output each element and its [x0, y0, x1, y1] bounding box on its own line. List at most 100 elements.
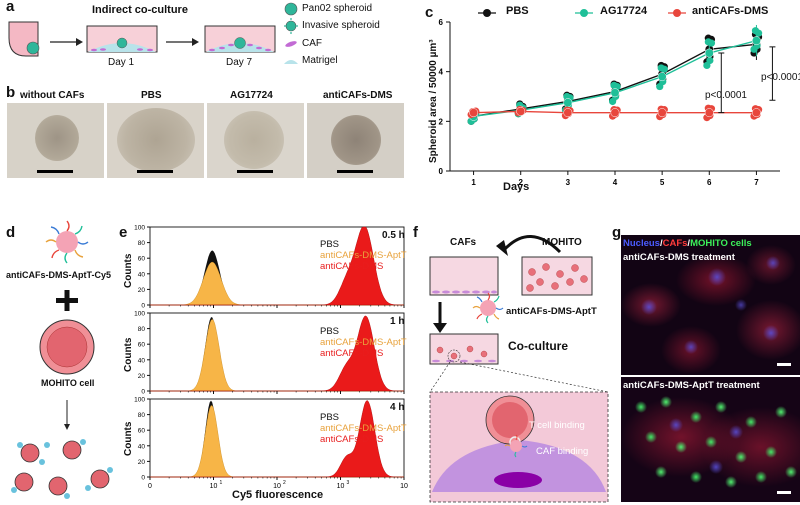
x-tick-label: 6	[707, 178, 712, 187]
x-tick-label: 0	[148, 483, 152, 490]
caption-top: antiCAFs-DMS treatment	[623, 252, 735, 263]
micrograph-anticafs-dms	[307, 103, 404, 178]
mean-point	[657, 108, 667, 118]
legend-cafs: CAFs	[662, 238, 688, 249]
panel-label-b: b	[6, 84, 16, 101]
y-tick-label: 100	[134, 311, 145, 318]
legend-ag17724: AG17724	[600, 5, 648, 17]
chart-legend	[478, 9, 686, 17]
scale-bar	[777, 491, 791, 494]
mean-point	[704, 108, 714, 118]
y-tick-label: 0	[141, 389, 145, 396]
hist1-legend-aptt: antiCAFs-DMS-AptT	[320, 250, 407, 261]
micro-legend: Nucleus/CAFs/MOHITO cells	[623, 238, 752, 249]
y-tick-label: 100	[134, 225, 145, 232]
data-point	[754, 29, 763, 37]
panel-b-label-3: antiCAFs-DMS	[323, 90, 393, 101]
label-nanoparticle: antiCAFs-DMS-AptT	[506, 306, 597, 317]
time-label-3: 4 h	[390, 402, 405, 413]
y-tick-label: 80	[138, 240, 146, 247]
pvalue-annotation-2: p<0.0001	[761, 72, 800, 83]
scale-bar	[137, 170, 173, 173]
series-line-pbs	[473, 43, 757, 118]
sig-bracket-caps-1	[718, 52, 725, 114]
sig-bracket-2	[769, 46, 776, 101]
y-tick-label: 6	[439, 18, 444, 27]
legend-mohito: MOHITO cells	[690, 238, 752, 249]
panel-label-e: e	[119, 224, 128, 241]
mean-point	[704, 48, 714, 58]
x-tick-exponent: 2	[283, 480, 286, 486]
mean-point	[610, 88, 620, 98]
x-tick-label: 2	[518, 178, 523, 187]
y-tick-label: 100	[134, 397, 145, 404]
mean-point	[751, 36, 761, 46]
y-tick-label: 2	[439, 117, 444, 126]
panel-label-a: a	[6, 0, 15, 15]
micrograph-without-cafs	[7, 103, 104, 178]
panel-label-g: g	[612, 224, 622, 241]
legend-invasive: Invasive spheroid	[302, 20, 380, 31]
hist2-legend-aptt: antiCAFs-DMS-AptT	[320, 337, 407, 348]
panel-b-label-2: AG17724	[230, 90, 273, 101]
panel-a-day1: Day 1	[108, 57, 135, 68]
panel-d-schematic	[11, 220, 113, 499]
legend-anticafs-dms: antiCAFs-DMS	[692, 5, 769, 17]
pvalue-annotation-1: p<0.0001	[705, 90, 747, 101]
x-tick-label: 4	[613, 178, 618, 187]
hist1-ylabel: Counts	[123, 253, 134, 288]
panel-b-label-1: PBS	[141, 90, 162, 101]
mean-point	[657, 72, 667, 82]
panel-label-c: c	[425, 4, 434, 21]
histogram-xlabel: Cy5 fluorescence	[232, 489, 324, 501]
legend-nucleus: Nucleus	[623, 238, 660, 249]
hist1-legend-dms: antiCAFs-DMS	[320, 261, 384, 272]
series-line-ag17724	[473, 39, 757, 118]
hist3-legend-aptt: antiCAFs-DMS-AptT	[320, 423, 407, 434]
x-tick-exponent: 3	[347, 480, 350, 486]
hist2-ylabel: Counts	[123, 337, 134, 372]
hist2-legend-dms: antiCAFs-DMS	[320, 348, 384, 359]
panel-a-title: Indirect co-culture	[92, 4, 188, 16]
legend-caf: CAF	[302, 38, 322, 49]
spheroid-area-chart: 0 2 4 6 1 2 3 4 5 6 7	[439, 18, 780, 187]
panel-a-schematic	[8, 2, 298, 64]
x-tick-label: 5	[660, 178, 665, 187]
dms-histogram	[150, 315, 404, 392]
scale-bar	[777, 363, 791, 366]
panel-label-f: f	[413, 224, 418, 241]
chart-xlabel: Days	[503, 181, 530, 193]
x-tick-label: 1	[471, 178, 476, 187]
legend-sep-2: /	[687, 238, 691, 249]
y-tick-label: 60	[138, 428, 146, 435]
micrograph-pbs	[107, 103, 204, 178]
hist2-legend-pbs: PBS	[320, 326, 340, 337]
scale-bar	[337, 170, 373, 173]
label-tcell-binding: T cell binding	[529, 420, 585, 431]
scale-bar	[37, 170, 73, 173]
x-tick-label: 10	[337, 483, 345, 490]
x-tick-label: 10	[400, 483, 408, 490]
panel-f-schematic	[429, 235, 609, 503]
label-mohito: MOHITO	[542, 237, 582, 248]
mohito-cell-label: MOHITO cell	[41, 378, 95, 388]
legend-pbs: PBS	[506, 5, 529, 17]
time-label-2: 1 h	[390, 316, 405, 327]
y-tick-label: 40	[138, 357, 146, 364]
mean-point	[469, 108, 479, 118]
y-tick-label: 40	[138, 271, 146, 278]
y-tick-label: 40	[138, 443, 146, 450]
hist3-ylabel: Counts	[123, 421, 134, 456]
data-point	[660, 65, 668, 73]
fluorescence-image-bottom	[621, 377, 800, 502]
x-tick-label: 7	[754, 178, 759, 187]
y-tick-label: 20	[138, 287, 146, 294]
x-tick-label: 10	[210, 483, 218, 490]
hist3-legend-pbs: PBS	[320, 412, 340, 423]
mean-point	[563, 108, 573, 118]
legend-sep-1: /	[659, 238, 663, 249]
dms-histogram	[150, 226, 404, 306]
label-coculture: Co-culture	[508, 339, 568, 353]
mean-point	[610, 108, 620, 118]
